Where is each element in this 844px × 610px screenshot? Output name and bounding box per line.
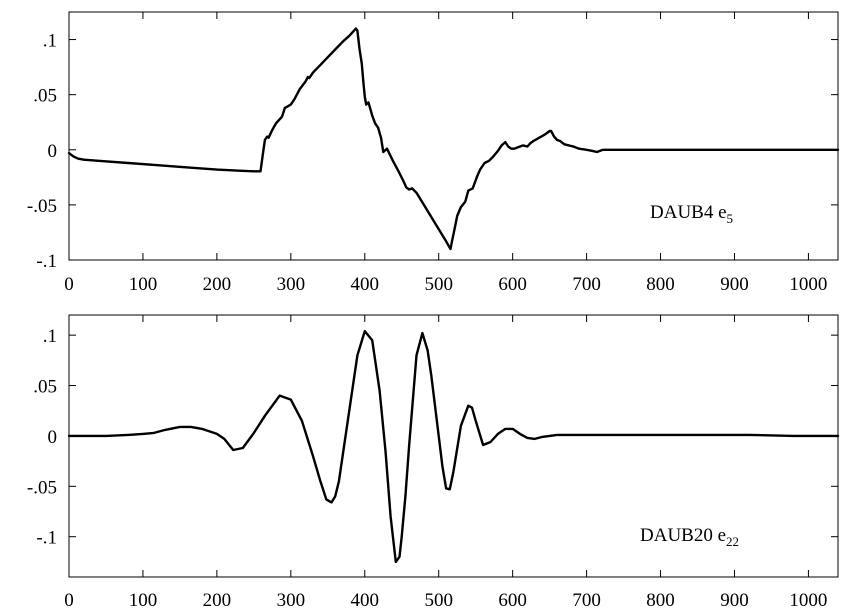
y-tick-label: -.05 <box>27 196 57 217</box>
panel-label: DAUB4 e5 <box>650 202 733 226</box>
x-tick-label: 400 <box>351 590 380 610</box>
x-tick-label: 0 <box>64 274 74 295</box>
y-tick-label: 0 <box>48 427 58 448</box>
x-tick-label: 200 <box>203 590 232 610</box>
x-tick-label: 0 <box>64 590 74 610</box>
y-tick-label: .05 <box>33 377 57 398</box>
plot-frame <box>68 11 839 261</box>
series-line-1 <box>67 329 840 564</box>
x-tick-label: 800 <box>646 274 675 295</box>
x-tick-label: 700 <box>572 590 601 610</box>
x-tick-label: 900 <box>720 590 749 610</box>
x-tick-label: 1000 <box>789 274 827 295</box>
series-line-1 <box>67 27 840 251</box>
x-tick-label: 100 <box>129 274 158 295</box>
y-tick-label: .05 <box>33 86 57 107</box>
plot-frame <box>68 314 839 578</box>
x-tick-label: 500 <box>424 274 453 295</box>
x-tick-label: 400 <box>351 274 380 295</box>
panel-label-subscript: 5 <box>727 211 734 226</box>
x-tick-label: 700 <box>572 274 601 295</box>
y-tick-label: .1 <box>43 31 57 52</box>
y-tick-label: 0 <box>48 141 58 162</box>
x-tick-label: 100 <box>129 590 158 610</box>
x-tick-label: 500 <box>424 590 453 610</box>
panel-label-subscript: 22 <box>726 534 739 549</box>
y-tick-label: -.05 <box>27 477 57 498</box>
chart-panel-2: 0 100 200 300 400 500 600 700 800 900 1000 -.1 -.05 0… <box>27 314 840 610</box>
x-tick-label: 800 <box>646 590 675 610</box>
chart-panel-1: 0 100 200 300 400 500 600 700 800 900 1000 -.1 -.05 0… <box>27 11 840 295</box>
x-tick-label: 300 <box>277 590 306 610</box>
x-tick-label: 1000 <box>789 590 827 610</box>
x-tick-label: 200 <box>203 274 232 295</box>
panel-label: DAUB20 e22 <box>640 525 739 549</box>
y-tick-label: .1 <box>43 326 57 347</box>
y-tick-label: -.1 <box>36 251 57 272</box>
x-tick-label: 900 <box>720 274 749 295</box>
x-tick-label: 600 <box>498 590 527 610</box>
x-tick-label: 600 <box>498 274 527 295</box>
x-tick-label: 300 <box>277 274 306 295</box>
panel-label-main: DAUB4 e <box>650 202 727 223</box>
panel-label-main: DAUB20 e <box>640 525 726 546</box>
y-tick-label: -.1 <box>36 528 57 549</box>
